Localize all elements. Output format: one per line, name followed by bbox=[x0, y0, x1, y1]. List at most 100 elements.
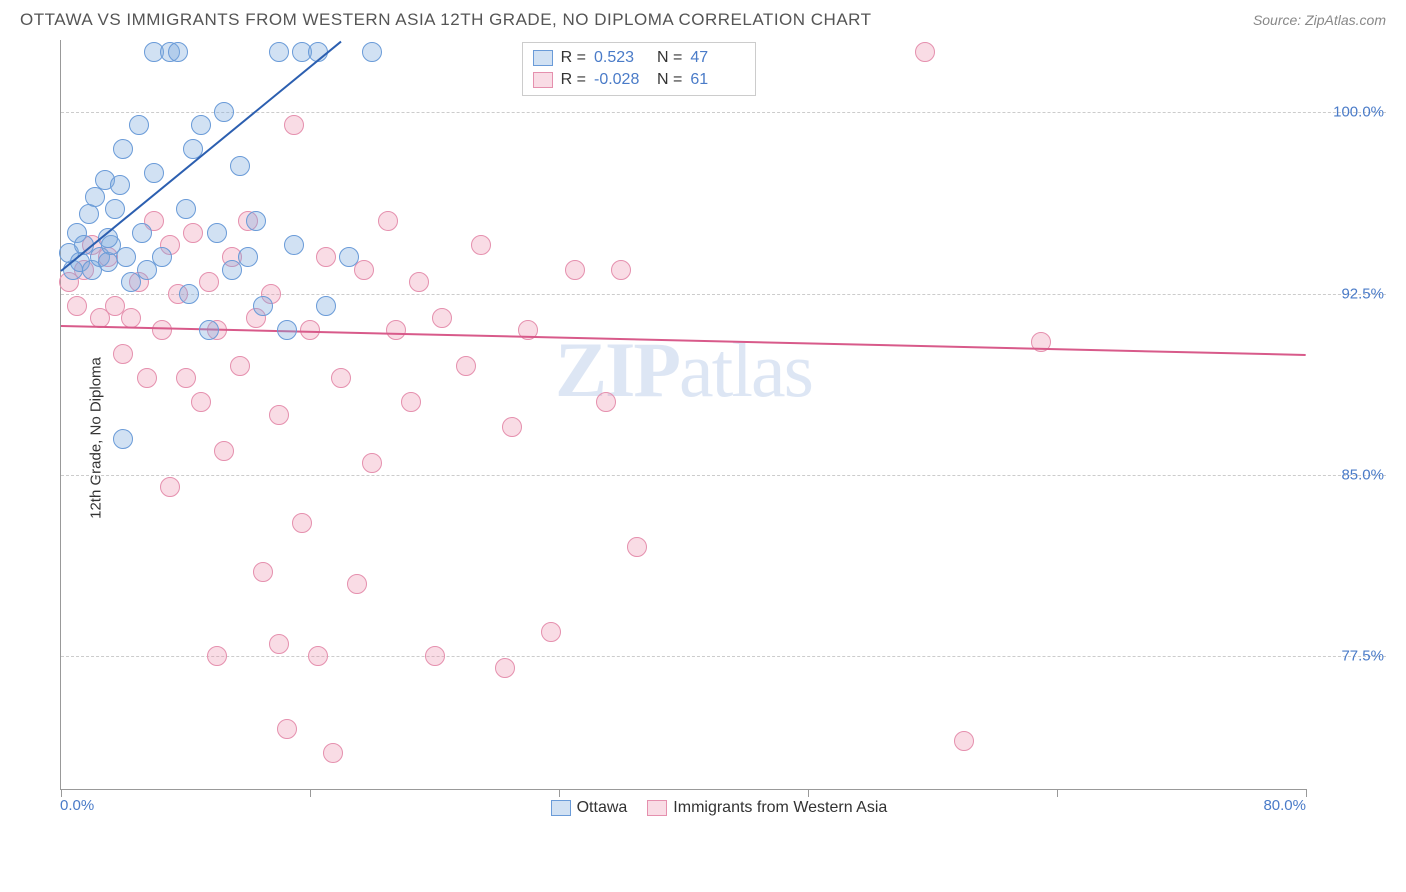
x-tick bbox=[1306, 789, 1307, 797]
y-tick-label: 77.5% bbox=[1341, 648, 1384, 665]
data-point bbox=[386, 320, 406, 340]
gridline-h bbox=[61, 656, 1386, 657]
data-point bbox=[121, 308, 141, 328]
data-point bbox=[269, 405, 289, 425]
y-tick-label: 92.5% bbox=[1341, 285, 1384, 302]
data-point bbox=[191, 392, 211, 412]
data-point bbox=[611, 260, 631, 280]
data-point bbox=[432, 308, 452, 328]
immigrants-swatch-icon bbox=[647, 800, 667, 816]
bottom-legend: Ottawa Immigrants from Western Asia bbox=[551, 799, 888, 817]
data-point bbox=[207, 646, 227, 666]
data-point bbox=[277, 320, 297, 340]
legend-item-immigrants: Immigrants from Western Asia bbox=[647, 799, 887, 817]
data-point bbox=[401, 392, 421, 412]
data-point bbox=[954, 731, 974, 751]
data-point bbox=[67, 296, 87, 316]
data-point bbox=[214, 441, 234, 461]
gridline-h bbox=[61, 475, 1386, 476]
data-point bbox=[207, 223, 227, 243]
data-point bbox=[378, 211, 398, 231]
y-tick-label: 100.0% bbox=[1333, 104, 1384, 121]
r-label: R = bbox=[561, 49, 586, 67]
data-point bbox=[596, 392, 616, 412]
n-label: N = bbox=[657, 71, 682, 89]
data-point bbox=[277, 719, 297, 739]
r-value: 0.523 bbox=[594, 49, 649, 67]
data-point bbox=[116, 247, 136, 267]
data-point bbox=[132, 223, 152, 243]
plot-area: ZIPatlas R = 0.523 N = 47 R = -0.028 N =… bbox=[60, 40, 1306, 790]
data-point bbox=[347, 574, 367, 594]
legend-label: Ottawa bbox=[577, 799, 628, 817]
data-point bbox=[269, 42, 289, 62]
x-tick bbox=[559, 789, 560, 797]
data-point bbox=[425, 646, 445, 666]
data-point bbox=[179, 284, 199, 304]
trend-line bbox=[61, 325, 1306, 356]
data-point bbox=[316, 247, 336, 267]
x-tick bbox=[808, 789, 809, 797]
n-label: N = bbox=[657, 49, 682, 67]
data-point bbox=[238, 247, 258, 267]
data-point bbox=[471, 235, 491, 255]
source-attribution: Source: ZipAtlas.com bbox=[1253, 12, 1386, 28]
data-point bbox=[113, 139, 133, 159]
data-point bbox=[191, 115, 211, 135]
data-point bbox=[316, 296, 336, 316]
data-point bbox=[502, 417, 522, 437]
data-point bbox=[176, 368, 196, 388]
y-tick-label: 85.0% bbox=[1341, 466, 1384, 483]
n-value: 61 bbox=[690, 71, 745, 89]
data-point bbox=[152, 247, 172, 267]
data-point bbox=[253, 296, 273, 316]
ottawa-swatch-icon bbox=[551, 800, 571, 816]
r-value: -0.028 bbox=[594, 71, 649, 89]
legend-label: Immigrants from Western Asia bbox=[673, 799, 887, 817]
immigrants-swatch bbox=[533, 72, 553, 88]
x-start-label: 0.0% bbox=[60, 797, 94, 814]
data-point bbox=[110, 175, 130, 195]
data-point bbox=[323, 743, 343, 763]
data-point bbox=[284, 115, 304, 135]
chart-container: 12th Grade, No Diploma ZIPatlas R = 0.52… bbox=[60, 40, 1386, 835]
data-point bbox=[339, 247, 359, 267]
data-point bbox=[137, 368, 157, 388]
r-label: R = bbox=[561, 71, 586, 89]
data-point bbox=[362, 42, 382, 62]
stats-row-immigrants: R = -0.028 N = 61 bbox=[533, 69, 746, 91]
data-point bbox=[362, 453, 382, 473]
chart-title: OTTAWA VS IMMIGRANTS FROM WESTERN ASIA 1… bbox=[20, 10, 872, 30]
data-point bbox=[495, 658, 515, 678]
data-point bbox=[129, 115, 149, 135]
data-point bbox=[915, 42, 935, 62]
data-point bbox=[627, 537, 647, 557]
x-tick bbox=[61, 789, 62, 797]
data-point bbox=[199, 272, 219, 292]
x-tick bbox=[1057, 789, 1058, 797]
data-point bbox=[168, 42, 188, 62]
data-point bbox=[565, 260, 585, 280]
data-point bbox=[199, 320, 219, 340]
data-point bbox=[183, 223, 203, 243]
correlation-stats-box: R = 0.523 N = 47 R = -0.028 N = 61 bbox=[522, 42, 757, 96]
ottawa-swatch bbox=[533, 50, 553, 66]
data-point bbox=[160, 477, 180, 497]
data-point bbox=[144, 163, 164, 183]
data-point bbox=[105, 199, 125, 219]
data-point bbox=[253, 562, 273, 582]
x-tick bbox=[310, 789, 311, 797]
data-point bbox=[308, 646, 328, 666]
data-point bbox=[230, 356, 250, 376]
data-point bbox=[331, 368, 351, 388]
stats-row-ottawa: R = 0.523 N = 47 bbox=[533, 47, 746, 69]
data-point bbox=[176, 199, 196, 219]
data-point bbox=[152, 320, 172, 340]
data-point bbox=[456, 356, 476, 376]
data-point bbox=[214, 102, 234, 122]
data-point bbox=[269, 634, 289, 654]
data-point bbox=[230, 156, 250, 176]
data-point bbox=[284, 235, 304, 255]
data-point bbox=[409, 272, 429, 292]
data-point bbox=[98, 252, 118, 272]
